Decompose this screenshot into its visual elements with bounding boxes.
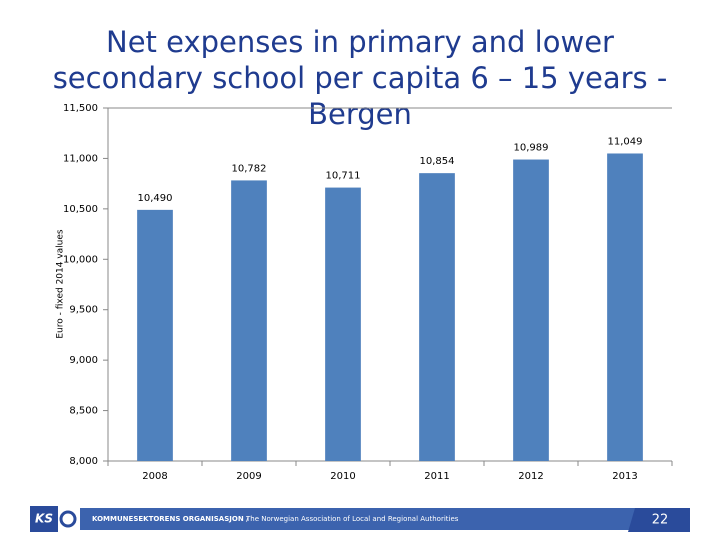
value-label: 11,049 bbox=[608, 136, 643, 147]
y-tick-label: 10,500 bbox=[63, 204, 98, 215]
y-tick-label: 9,500 bbox=[69, 305, 98, 316]
bar bbox=[325, 187, 361, 461]
logo: KS bbox=[35, 512, 53, 526]
value-label: 10,711 bbox=[326, 171, 361, 182]
value-label: 10,782 bbox=[232, 163, 267, 174]
value-label: 10,490 bbox=[138, 193, 173, 204]
y-tick-label: 9,000 bbox=[69, 355, 98, 366]
logo-box bbox=[30, 506, 58, 532]
x-tick-label: 2012 bbox=[518, 471, 543, 482]
y-axis-label: Euro - fixed 2014 values bbox=[56, 229, 66, 339]
footer-band bbox=[80, 508, 640, 530]
y-tick-label: 11,500 bbox=[63, 103, 98, 114]
logo-mark bbox=[59, 510, 77, 528]
bar bbox=[137, 209, 173, 461]
y-tick-label: 11,000 bbox=[63, 153, 98, 164]
page-box bbox=[628, 508, 690, 532]
x-tick-label: 2009 bbox=[236, 471, 261, 482]
y-tick-label: 8,000 bbox=[69, 456, 98, 467]
bar bbox=[419, 173, 455, 461]
bar bbox=[607, 153, 643, 461]
page-number: 22 bbox=[652, 513, 669, 528]
bar bbox=[231, 180, 267, 461]
footer-subtitle: The Norwegian Association of Local and R… bbox=[245, 515, 459, 523]
x-tick-label: 2011 bbox=[424, 471, 449, 482]
value-label: 10,989 bbox=[514, 143, 549, 154]
footer: KS KOMMUNESEKTORENS ORGANISASJON / The N… bbox=[30, 506, 690, 532]
x-tick-label: 2013 bbox=[612, 471, 637, 482]
x-tick-label: 2010 bbox=[330, 471, 355, 482]
chart: Euro - fixed 2014 values 8,000 8,500 9,000… bbox=[56, 103, 673, 482]
chart-title: Net expenses in primary and lower second… bbox=[52, 25, 668, 131]
y-tick-label: 10,000 bbox=[63, 254, 98, 265]
x-tick-label: 2008 bbox=[142, 471, 167, 482]
bar bbox=[513, 159, 549, 461]
footer-org: KOMMUNESEKTORENS ORGANISASJON / bbox=[92, 515, 249, 523]
y-tick-label: 8,500 bbox=[69, 406, 98, 417]
value-label: 10,854 bbox=[420, 156, 455, 167]
